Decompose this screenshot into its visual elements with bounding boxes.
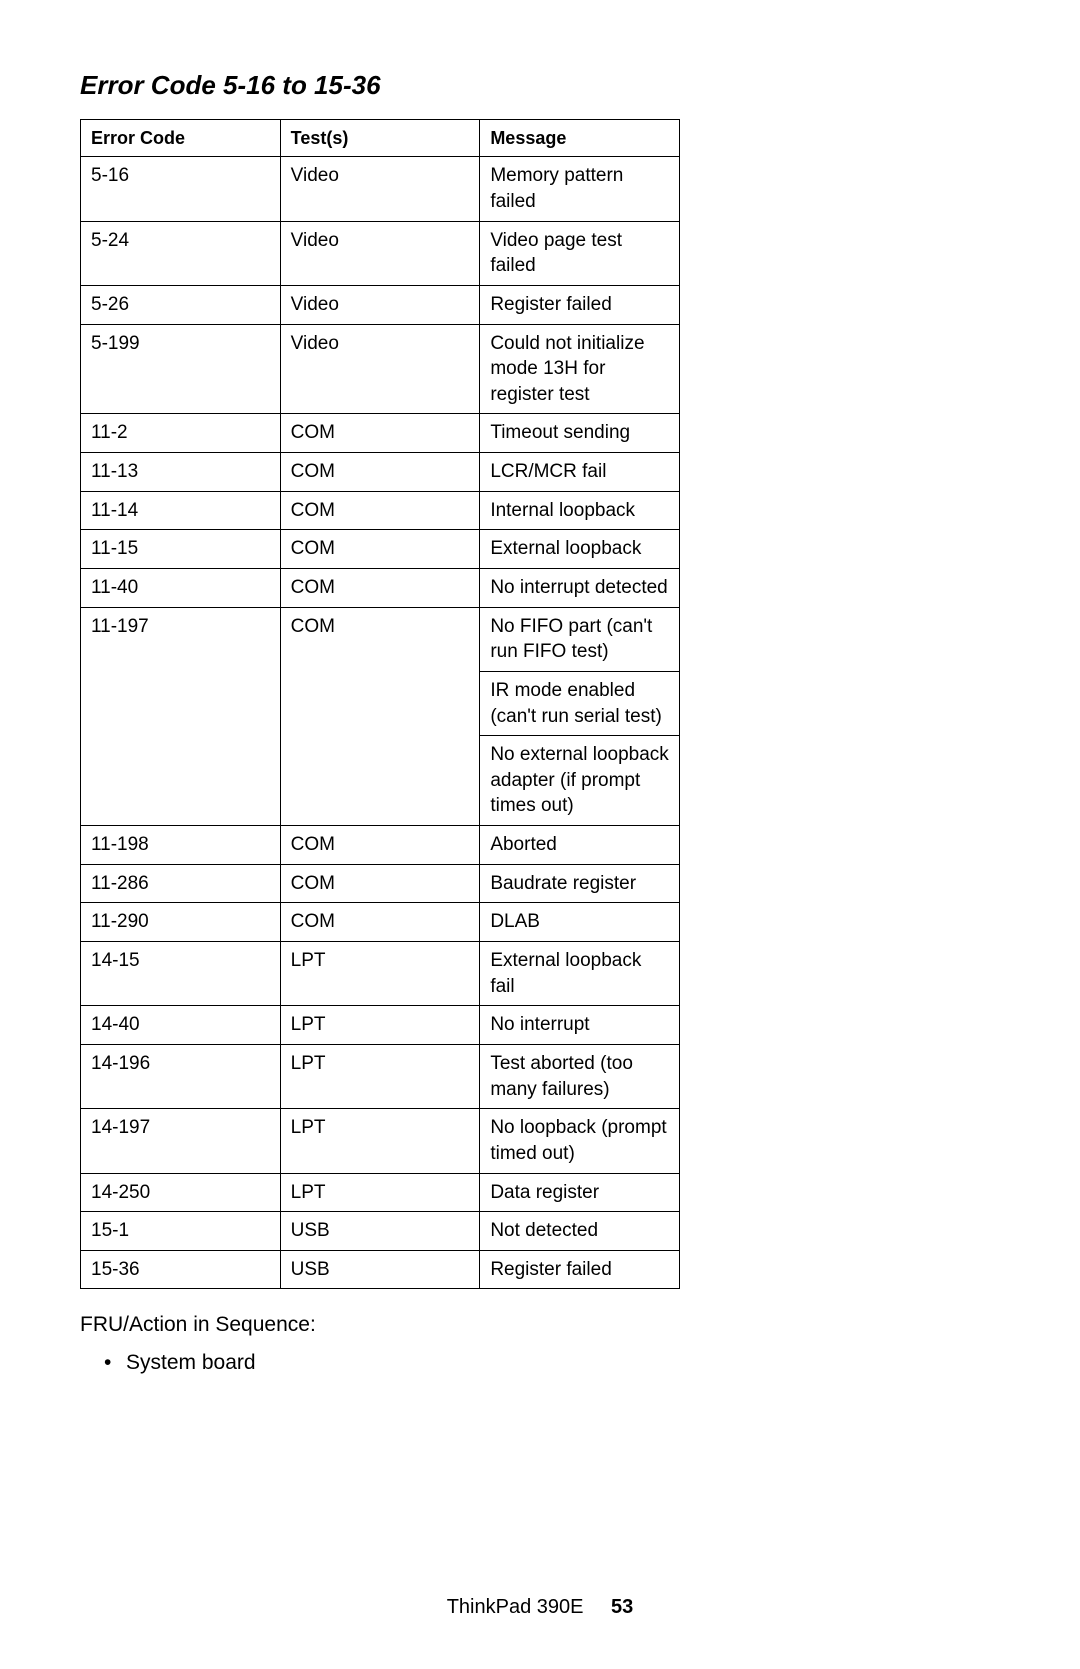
table-row: 14-40LPTNo interrupt xyxy=(81,1006,680,1045)
cell-message: Test aborted (too many failures) xyxy=(480,1044,680,1108)
cell-message: Data register xyxy=(480,1173,680,1212)
cell-message: Could not initialize mode 13H for regist… xyxy=(480,324,680,414)
page-title: Error Code 5-16 to 15-36 xyxy=(80,70,1000,101)
fru-action-label: FRU/Action in Sequence: xyxy=(80,1313,1000,1337)
cell-test: Video xyxy=(280,157,480,221)
cell-test: COM xyxy=(280,864,480,903)
cell-error-code: 14-250 xyxy=(81,1173,281,1212)
cell-test: COM xyxy=(280,453,480,492)
error-code-table: Error Code Test(s) Message 5-16VideoMemo… xyxy=(80,119,680,1289)
cell-test: USB xyxy=(280,1212,480,1251)
fru-action-list: System board xyxy=(106,1351,1000,1375)
cell-message: LCR/MCR fail xyxy=(480,453,680,492)
cell-message: No interrupt detected xyxy=(480,568,680,607)
cell-error-code: 11-15 xyxy=(81,530,281,569)
table-row: 14-250LPTData register xyxy=(81,1173,680,1212)
cell-error-code: 11-40 xyxy=(81,568,281,607)
cell-error-code: 5-16 xyxy=(81,157,281,221)
table-row: 14-15LPTExternal loopback fail xyxy=(81,942,680,1006)
error-table-body: 5-16VideoMemory pattern failed5-24VideoV… xyxy=(81,157,680,1289)
cell-test: Video xyxy=(280,324,480,414)
table-row: 5-24VideoVideo page test failed xyxy=(81,221,680,285)
cell-error-code: 14-197 xyxy=(81,1109,281,1173)
table-row: 15-36USBRegister failed xyxy=(81,1250,680,1289)
cell-error-code: 11-290 xyxy=(81,903,281,942)
cell-test: COM xyxy=(280,491,480,530)
table-row: 11-198COMAborted xyxy=(81,826,680,865)
cell-message: Timeout sending xyxy=(480,414,680,453)
table-row: 15-1USBNot detected xyxy=(81,1212,680,1251)
fru-list-item: System board xyxy=(106,1351,1000,1375)
cell-test: COM xyxy=(280,414,480,453)
cell-test: COM xyxy=(280,607,480,825)
cell-message: External loopback xyxy=(480,530,680,569)
cell-test: COM xyxy=(280,826,480,865)
cell-error-code: 5-24 xyxy=(81,221,281,285)
table-row: 5-16VideoMemory pattern failed xyxy=(81,157,680,221)
cell-message: Aborted xyxy=(480,826,680,865)
table-row: 11-286COMBaudrate register xyxy=(81,864,680,903)
page: Error Code 5-16 to 15-36 Error Code Test… xyxy=(0,0,1080,1669)
cell-test: LPT xyxy=(280,1044,480,1108)
table-row: 11-2COMTimeout sending xyxy=(81,414,680,453)
cell-error-code: 11-13 xyxy=(81,453,281,492)
table-row: 11-13COMLCR/MCR fail xyxy=(81,453,680,492)
cell-test: LPT xyxy=(280,942,480,1006)
cell-test: LPT xyxy=(280,1173,480,1212)
cell-error-code: 11-286 xyxy=(81,864,281,903)
cell-test: COM xyxy=(280,568,480,607)
table-row: 14-196LPTTest aborted (too many failures… xyxy=(81,1044,680,1108)
cell-error-code: 11-14 xyxy=(81,491,281,530)
cell-error-code: 15-1 xyxy=(81,1212,281,1251)
cell-error-code: 15-36 xyxy=(81,1250,281,1289)
cell-message: Internal loopback xyxy=(480,491,680,530)
cell-message: No external loopback adapter (if prompt … xyxy=(480,736,680,826)
cell-message: Video page test failed xyxy=(480,221,680,285)
cell-message: Memory pattern failed xyxy=(480,157,680,221)
cell-error-code: 14-40 xyxy=(81,1006,281,1045)
footer-model: ThinkPad 390E xyxy=(447,1596,584,1618)
cell-error-code: 11-2 xyxy=(81,414,281,453)
cell-error-code: 5-199 xyxy=(81,324,281,414)
cell-error-code: 14-196 xyxy=(81,1044,281,1108)
cell-message: DLAB xyxy=(480,903,680,942)
table-row: 5-199VideoCould not initialize mode 13H … xyxy=(81,324,680,414)
table-row: 11-197COMNo FIFO part (can't run FIFO te… xyxy=(81,607,680,671)
cell-test: Video xyxy=(280,221,480,285)
cell-message: No FIFO part (can't run FIFO test) xyxy=(480,607,680,671)
cell-message: Not detected xyxy=(480,1212,680,1251)
cell-test: Video xyxy=(280,285,480,324)
table-row: 11-40COMNo interrupt detected xyxy=(81,568,680,607)
cell-message: Register failed xyxy=(480,1250,680,1289)
table-row: 11-14COMInternal loopback xyxy=(81,491,680,530)
table-row: 14-197LPTNo loopback (prompt timed out) xyxy=(81,1109,680,1173)
col-message: Message xyxy=(480,120,680,157)
cell-test: COM xyxy=(280,903,480,942)
cell-error-code: 14-15 xyxy=(81,942,281,1006)
footer-page-number: 53 xyxy=(611,1596,633,1618)
cell-test: LPT xyxy=(280,1006,480,1045)
page-footer: ThinkPad 390E 53 xyxy=(0,1596,1080,1619)
cell-error-code: 11-197 xyxy=(81,607,281,825)
table-row: 5-26VideoRegister failed xyxy=(81,285,680,324)
cell-test: COM xyxy=(280,530,480,569)
cell-message: External loopback fail xyxy=(480,942,680,1006)
col-error-code: Error Code xyxy=(81,120,281,157)
table-row: 11-15COMExternal loopback xyxy=(81,530,680,569)
cell-message: Baudrate register xyxy=(480,864,680,903)
cell-message: Register failed xyxy=(480,285,680,324)
cell-test: LPT xyxy=(280,1109,480,1173)
table-row: 11-290COMDLAB xyxy=(81,903,680,942)
cell-test: USB xyxy=(280,1250,480,1289)
cell-message: No loopback (prompt timed out) xyxy=(480,1109,680,1173)
cell-message: No interrupt xyxy=(480,1006,680,1045)
col-tests: Test(s) xyxy=(280,120,480,157)
table-header-row: Error Code Test(s) Message xyxy=(81,120,680,157)
cell-error-code: 11-198 xyxy=(81,826,281,865)
cell-message: IR mode enabled (can't run serial test) xyxy=(480,671,680,735)
cell-error-code: 5-26 xyxy=(81,285,281,324)
